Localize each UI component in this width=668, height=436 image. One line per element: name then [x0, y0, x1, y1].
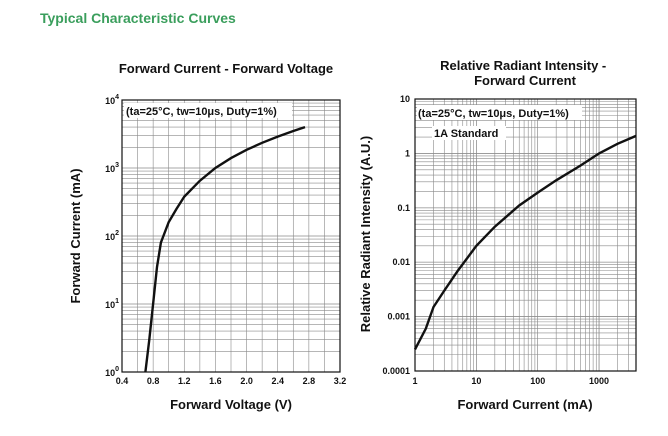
chart2-frame: [414, 98, 637, 372]
chart1-annotation-box: [124, 103, 292, 118]
chart1-xtick-label: 2.8: [303, 376, 316, 386]
chart1-xtick-label: 1.2: [178, 376, 191, 386]
chart1-ytick-label: 104: [105, 94, 119, 106]
chart1-xlabel: Forward Voltage (V): [170, 397, 292, 412]
chart1-ytick-label: 100: [105, 366, 119, 378]
chart1-xtick-label: 0.8: [147, 376, 160, 386]
chart2-ytick-label: 1: [405, 148, 410, 158]
chart1-ytick-label: 103: [105, 162, 119, 174]
chart2-ytick-label: 0.0001: [382, 366, 410, 376]
chart2-xlabel: Forward Current (mA): [457, 397, 592, 412]
chart1-xtick-label: 2.0: [240, 376, 253, 386]
chart1-xtick-label: 2.4: [271, 376, 284, 386]
chart1-xtick-label: 1.6: [209, 376, 222, 386]
chart2-annotation2: 1A Standard: [434, 128, 498, 140]
chart1-xtick-label: 0.4: [116, 376, 129, 386]
chart2-xtick-label: 100: [530, 376, 545, 386]
chart1-ylabel: Forward Current (mA): [68, 168, 83, 303]
chart2-ytick-label: 10: [400, 94, 410, 104]
chart1-frame: [121, 99, 341, 373]
chart2-xtick-label: 1000: [589, 376, 609, 386]
chart2-xtick-label: 1: [412, 376, 417, 386]
chart1-series-line: [144, 125, 306, 373]
chart2-ytick-label: 0.01: [392, 257, 410, 267]
chart1-annotation: (ta=25°C, tw=10μs, Duty=1%): [126, 106, 277, 118]
chart2-series-line: [413, 134, 637, 350]
chart2-annotation2-box: [432, 126, 506, 140]
chart2-ytick-label: 0.001: [387, 312, 410, 322]
chart2-ytick-label: 0.1: [397, 203, 410, 213]
chart2-xtick-label: 10: [471, 376, 481, 386]
chart2-title: Relative Radiant Intensity - Forward Cur…: [440, 58, 610, 88]
chart1-xtick-label: 3.2: [334, 376, 347, 386]
chart2-annotation: (ta=25°C, tw=10μs, Duty=1%): [418, 108, 569, 120]
chart1-grid: [121, 99, 341, 373]
chart1-title: Forward Current - Forward Voltage: [119, 61, 333, 76]
section-title: Typical Characteristic Curves: [40, 10, 236, 26]
chart1-ytick-label: 102: [105, 230, 119, 242]
chart2-annotation-box: [417, 105, 582, 120]
chart1-ytick-label: 101: [105, 298, 119, 310]
chart2-ylabel: Relative Radiant Intensity (A.U.): [358, 136, 373, 332]
